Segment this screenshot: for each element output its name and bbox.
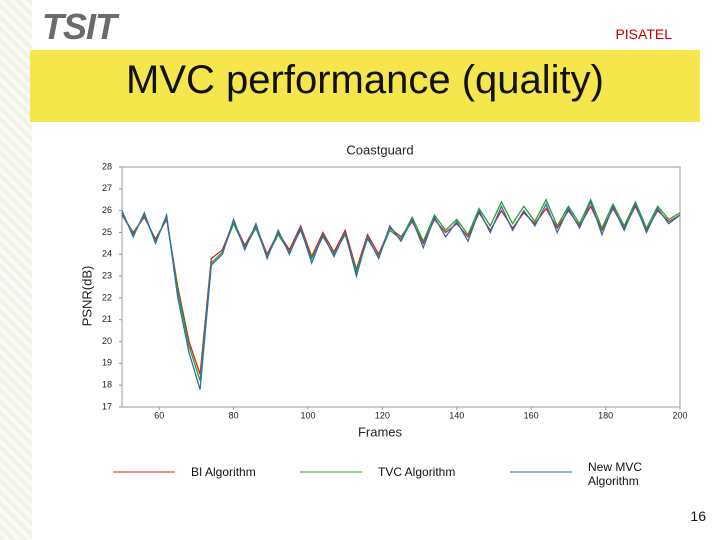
x-tick-label: 80 (229, 410, 239, 420)
y-axis-label: PSNR(dB) (79, 266, 94, 327)
plot-frame (121, 166, 681, 408)
decor-border (0, 0, 32, 540)
y-tick-label: 22 (102, 292, 112, 302)
x-tick-label: 200 (672, 410, 687, 420)
y-tick-label: 19 (102, 358, 112, 368)
y-tick-label: 18 (102, 380, 112, 390)
x-tick-label: 180 (598, 410, 613, 420)
chart-title: Coastguard (346, 142, 413, 157)
legend-label: New MVC Algorithm (588, 460, 643, 488)
title-banner (30, 50, 700, 122)
x-tick-label: 120 (375, 410, 390, 420)
x-tick-label: 60 (154, 410, 164, 420)
y-tick-label: 21 (102, 314, 112, 324)
series-line (121, 198, 681, 381)
page-number: 16 (690, 508, 706, 524)
y-tick-label: 25 (102, 227, 112, 237)
y-tick-label: 23 (102, 270, 112, 280)
legend-label: TVC Algorithm (378, 465, 456, 479)
x-tick-label: 100 (300, 410, 315, 420)
logo: TSIT (42, 6, 117, 47)
legend-label: BI Algorithm (191, 465, 256, 479)
y-tick-label: 27 (102, 183, 112, 193)
series-line (121, 204, 681, 375)
y-tick-label: 20 (102, 336, 112, 346)
x-tick-label: 160 (524, 410, 539, 420)
y-tick-label: 26 (102, 205, 112, 215)
slide-title: MVC performance (quality) (126, 58, 604, 102)
x-tick-label: 140 (449, 410, 464, 420)
series-line (121, 200, 681, 390)
y-tick-label: 24 (102, 249, 112, 259)
y-tick-label: 17 (102, 401, 112, 411)
x-axis-label: Frames (358, 424, 403, 439)
brand: PISATEL (615, 26, 672, 42)
y-tick-label: 28 (102, 161, 112, 171)
